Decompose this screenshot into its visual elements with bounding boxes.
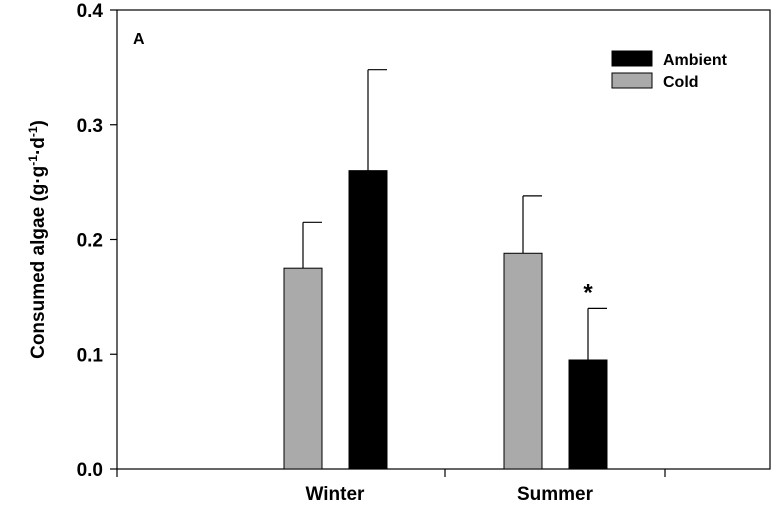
x-category-label: Winter: [306, 484, 366, 505]
legend-label-ambient: Ambient: [663, 52, 728, 69]
y-axis-title: Consumed algae (g·g-1·d-1): [26, 120, 49, 359]
axes: [110, 9, 771, 477]
y-tick-label: 0.0: [77, 460, 103, 481]
error-bars: [302, 69, 607, 360]
y-tick-label: 0.2: [77, 231, 103, 252]
bars: [283, 170, 608, 470]
bar-ambient-summer: [568, 359, 608, 470]
y-tick-label: 0.1: [77, 345, 104, 366]
significance-marker: *: [583, 279, 593, 306]
labels: 0.0 0.1 0.2 0.3 0.4 Winter Summer * A Consumed al…: [26, 1, 594, 505]
legend-swatch-ambient: [611, 50, 653, 67]
legend-swatch-cold: [611, 72, 653, 89]
legend: Ambient Cold: [611, 50, 728, 91]
bar-ambient-winter: [348, 170, 388, 470]
legend-label-cold: Cold: [663, 74, 699, 91]
y-tick-label: 0.3: [77, 116, 103, 137]
bar-cold-winter: [283, 267, 323, 470]
panel-label: A: [133, 31, 145, 48]
y-tick-label: 0.4: [77, 1, 104, 22]
x-category-label: Summer: [517, 484, 594, 505]
bar-cold-summer: [503, 252, 543, 470]
